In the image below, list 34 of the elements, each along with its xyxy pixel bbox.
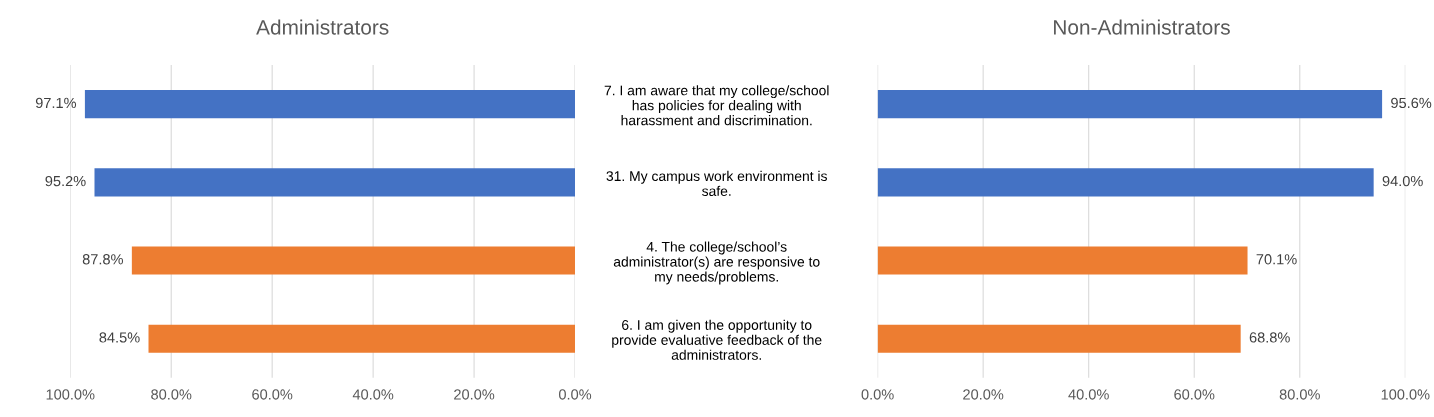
data-label: 68.8% bbox=[1249, 332, 1290, 343]
x-tick-label: 60.0% bbox=[1174, 389, 1215, 400]
data-label: 70.1% bbox=[1256, 254, 1297, 265]
x-tick-label: 20.0% bbox=[454, 389, 495, 400]
data-label: 97.1% bbox=[35, 97, 77, 109]
bar bbox=[131, 246, 576, 275]
x-tick-label: 100.0% bbox=[1381, 389, 1430, 400]
x-tick-label: 0.0% bbox=[861, 389, 894, 400]
x-tick-label: 0.0% bbox=[558, 389, 592, 400]
x-tick-label: 80.0% bbox=[1279, 389, 1320, 400]
x-tick-label: 60.0% bbox=[252, 389, 293, 400]
data-label: 95.6% bbox=[1391, 97, 1432, 109]
chart-title: Non-Administrators bbox=[1054, 19, 1230, 35]
bar bbox=[84, 90, 576, 119]
y-tick-label: 7. I am aware that my college/school has policies for dealing with harassment and discrimination. bbox=[604, 85, 829, 126]
data-label: 87.8% bbox=[82, 254, 123, 265]
bar bbox=[877, 90, 1383, 119]
bar bbox=[877, 168, 1374, 197]
y-tick-label: 6. I am given the opportunity to provide evaluative feedback of the administrators. bbox=[612, 319, 822, 360]
bar bbox=[148, 324, 576, 353]
y-tick-label: 31. My campus work environment is safe. bbox=[606, 170, 827, 196]
x-tick-label: 40.0% bbox=[1068, 389, 1109, 400]
bar bbox=[877, 246, 1248, 275]
data-label: 84.5% bbox=[99, 332, 140, 343]
x-tick-label: 40.0% bbox=[352, 389, 394, 400]
x-tick-label: 80.0% bbox=[151, 389, 192, 400]
x-tick-label: 20.0% bbox=[963, 389, 1004, 400]
bar bbox=[877, 324, 1241, 353]
x-tick-label: 100.0% bbox=[46, 389, 95, 400]
bar bbox=[94, 168, 576, 197]
chart-title: Administrators bbox=[256, 19, 389, 35]
data-label: 94.0% bbox=[1382, 175, 1423, 187]
data-label: 95.2% bbox=[45, 175, 86, 187]
y-tick-label: 4. The college/school’s administrator(s) are responsive to my needs/problems. bbox=[613, 241, 820, 285]
